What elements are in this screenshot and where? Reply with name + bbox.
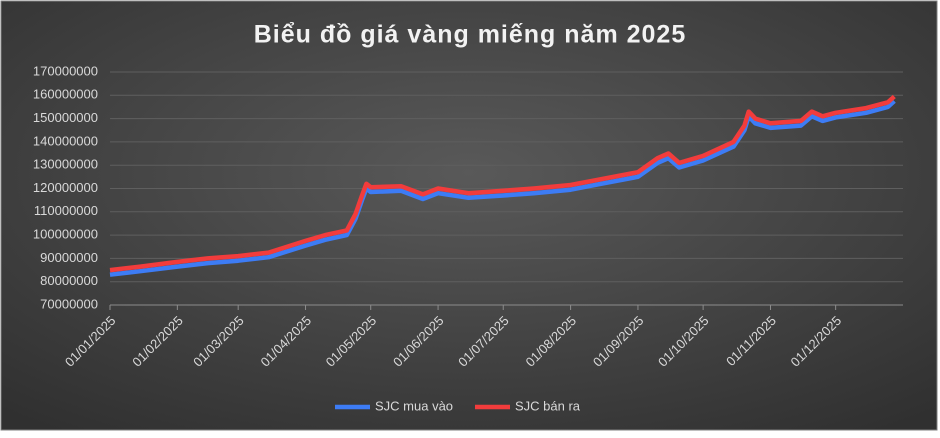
y-tick-label: 130000000 <box>33 157 98 172</box>
y-tick-label: 80000000 <box>40 273 98 288</box>
y-tick-label: 110000000 <box>34 203 98 218</box>
y-tick-label: 140000000 <box>33 133 98 148</box>
chart-title: Biểu đồ giá vàng miếng năm 2025 <box>254 21 687 49</box>
series-line <box>109 94 896 273</box>
y-tick-label: 90000000 <box>40 250 98 265</box>
legend-label: SJC bán ra <box>515 398 581 413</box>
y-tick-label: 70000000 <box>40 296 98 311</box>
legend-label: SJC mua vào <box>375 398 453 413</box>
series-line <box>109 99 896 277</box>
y-tick-label: 170000000 <box>33 63 98 78</box>
y-tick-label: 150000000 <box>33 110 98 125</box>
y-tick-label: 120000000 <box>33 180 98 195</box>
y-tick-label: 160000000 <box>33 87 98 102</box>
y-tick-label: 100000000 <box>33 227 98 242</box>
